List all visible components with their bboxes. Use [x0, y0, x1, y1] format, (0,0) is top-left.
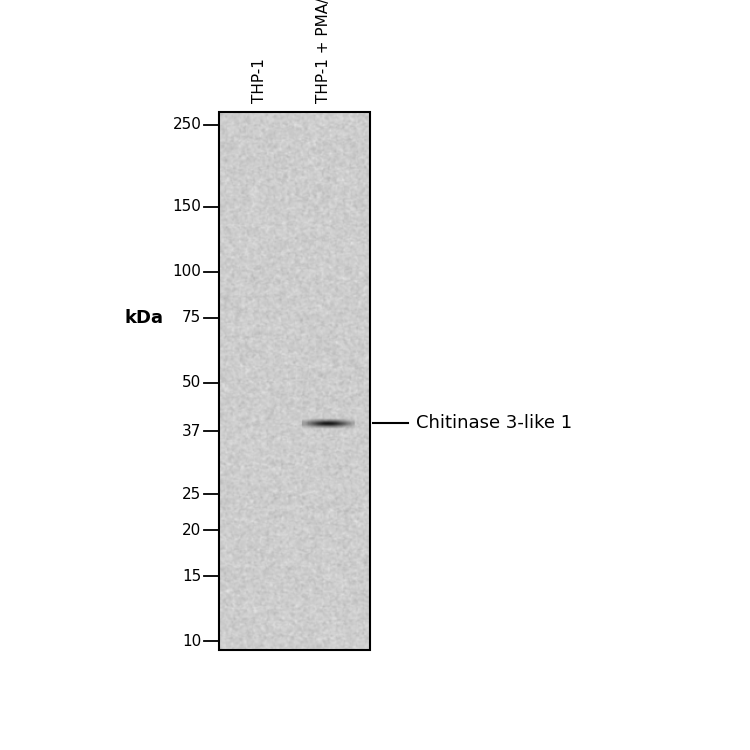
- Text: kDa: kDa: [124, 309, 164, 327]
- Bar: [219, 112, 370, 650]
- Text: THP-1: THP-1: [252, 58, 267, 103]
- Text: 10: 10: [182, 634, 201, 649]
- Text: THP-1 + PMA/LPS: THP-1 + PMA/LPS: [316, 0, 331, 103]
- Text: 50: 50: [182, 376, 201, 391]
- Text: 15: 15: [182, 568, 201, 584]
- Text: Chitinase 3-like 1: Chitinase 3-like 1: [416, 414, 572, 432]
- Text: 150: 150: [172, 199, 201, 214]
- Text: 25: 25: [182, 487, 201, 502]
- Text: 250: 250: [172, 117, 201, 132]
- Text: 75: 75: [182, 310, 201, 326]
- Text: 37: 37: [182, 424, 201, 439]
- Text: 20: 20: [182, 523, 201, 538]
- Text: 100: 100: [172, 264, 201, 279]
